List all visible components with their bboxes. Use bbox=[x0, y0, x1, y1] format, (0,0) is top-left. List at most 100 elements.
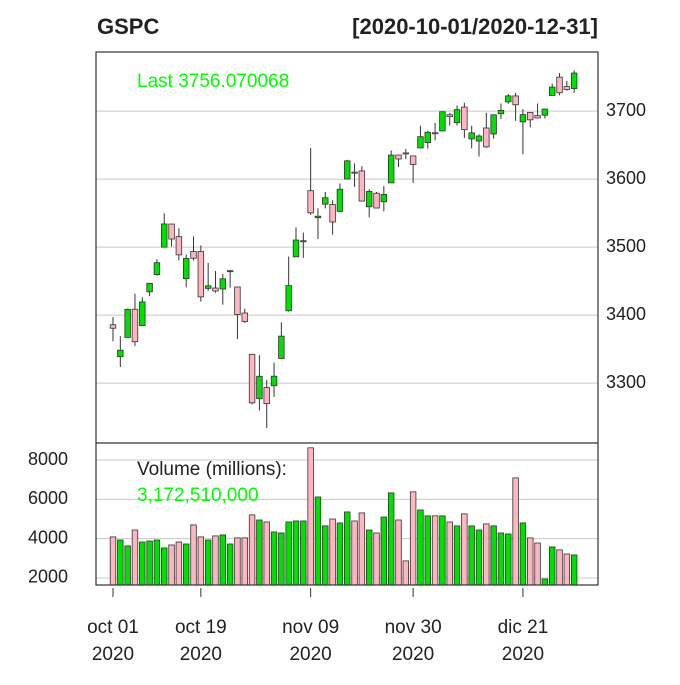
last-price-label: Last 3756.070068 bbox=[137, 71, 289, 92]
candle-body bbox=[161, 223, 168, 248]
candle-body bbox=[219, 278, 226, 290]
candle-body bbox=[139, 301, 146, 327]
volume-bar bbox=[549, 546, 556, 586]
candle-body bbox=[446, 114, 453, 118]
candle-body bbox=[153, 262, 161, 275]
y-tick-label: 3400 bbox=[606, 304, 646, 324]
candle-body bbox=[417, 136, 424, 149]
volume-bar bbox=[541, 578, 549, 586]
volume-bar bbox=[395, 519, 402, 586]
volume-bar bbox=[475, 529, 483, 586]
candle-body bbox=[570, 72, 578, 89]
volume-bar bbox=[483, 523, 490, 586]
x-tick-label-line: 2020 bbox=[392, 644, 434, 665]
candle-body bbox=[212, 287, 219, 292]
candle-body bbox=[168, 223, 175, 240]
chart-title: GSPC bbox=[97, 14, 159, 39]
candle-body bbox=[314, 215, 322, 219]
volume-bar bbox=[124, 545, 131, 586]
candle-body bbox=[278, 335, 285, 359]
volume-bar bbox=[380, 516, 388, 586]
volume-bar bbox=[387, 492, 395, 586]
candle-body bbox=[512, 95, 519, 106]
volume-bar bbox=[402, 560, 409, 586]
candle-body bbox=[204, 285, 212, 289]
volume-bar bbox=[497, 532, 505, 586]
candle-body bbox=[292, 239, 300, 258]
volume-bar bbox=[373, 532, 380, 586]
candle-body bbox=[344, 160, 351, 180]
x-tick-label-line: oct 19 bbox=[175, 617, 227, 638]
volume-bar bbox=[468, 525, 475, 586]
x-tick-label: oct 19 2020 bbox=[175, 617, 227, 665]
volume-bar bbox=[307, 447, 314, 586]
x-tick-label-line: oct 01 bbox=[87, 617, 139, 638]
candle-body bbox=[519, 114, 527, 123]
x-tick-label-line: 2020 bbox=[502, 644, 544, 665]
candle-body bbox=[307, 190, 314, 214]
candle-body bbox=[527, 112, 534, 121]
volume-bar bbox=[534, 542, 541, 586]
volume-bar bbox=[168, 544, 175, 586]
panel-frame bbox=[95, 51, 599, 586]
candle-body bbox=[322, 197, 329, 205]
volume-bar bbox=[344, 511, 351, 586]
volume-bar bbox=[409, 491, 417, 586]
x-tick-label: oct 01 2020 bbox=[87, 617, 139, 665]
candle-body bbox=[329, 204, 336, 223]
candle-body bbox=[505, 95, 512, 103]
chart-subtitle: [2020-10-01/2020-12-31] bbox=[352, 14, 598, 39]
x-tick-label: dic 21 2020 bbox=[498, 617, 549, 665]
volume-bar bbox=[527, 537, 534, 586]
volume-bar bbox=[329, 518, 336, 586]
volume-bar bbox=[314, 496, 322, 586]
candle-body bbox=[409, 155, 417, 165]
candle-body bbox=[497, 109, 505, 115]
volume-bar bbox=[365, 529, 373, 586]
candle-body bbox=[358, 170, 366, 202]
volume-bar bbox=[212, 535, 219, 586]
candle-body bbox=[263, 387, 270, 404]
candle-body bbox=[541, 108, 549, 116]
candle-body bbox=[549, 86, 556, 96]
volume-bar bbox=[146, 540, 153, 586]
candle-body bbox=[124, 308, 131, 338]
volume-bar bbox=[446, 521, 453, 586]
volume-bar bbox=[461, 513, 468, 586]
candle-body bbox=[146, 282, 153, 293]
candle-body bbox=[402, 152, 409, 155]
volume-title: Volume (millions): bbox=[137, 459, 287, 480]
volume-bar bbox=[563, 553, 571, 586]
volume-bar bbox=[256, 519, 263, 586]
y-tick-label: 8000 bbox=[28, 449, 68, 469]
candle-body bbox=[490, 114, 497, 135]
candle-body bbox=[556, 76, 563, 94]
candle-body bbox=[483, 127, 490, 148]
candle-body bbox=[175, 236, 183, 256]
candle-body bbox=[373, 192, 380, 209]
volume-bar bbox=[139, 541, 146, 586]
volume-bar bbox=[358, 512, 366, 586]
volume-bar bbox=[300, 520, 307, 586]
candle-body bbox=[131, 308, 139, 343]
candle-body bbox=[241, 312, 248, 322]
candle-body bbox=[234, 286, 241, 315]
volume-last-value: 3,172,510,000 bbox=[137, 485, 259, 506]
candle-body bbox=[117, 349, 124, 358]
volume-bar bbox=[439, 515, 446, 586]
candle-body bbox=[534, 115, 541, 119]
y-tick-label: 3500 bbox=[606, 236, 646, 256]
y-tick-label: 4000 bbox=[28, 527, 68, 547]
volume-bar bbox=[285, 521, 292, 586]
x-tick-label-line: 2020 bbox=[92, 644, 134, 665]
candle-body bbox=[439, 111, 446, 132]
volume-bar bbox=[131, 529, 139, 586]
volume-bar bbox=[219, 534, 226, 586]
volume-bar bbox=[417, 509, 424, 586]
candle-body bbox=[563, 86, 571, 90]
volume-bar bbox=[570, 554, 578, 586]
candle-body bbox=[351, 171, 358, 174]
x-tick-label-line: 2020 bbox=[180, 644, 222, 665]
volume-bar bbox=[453, 525, 461, 586]
